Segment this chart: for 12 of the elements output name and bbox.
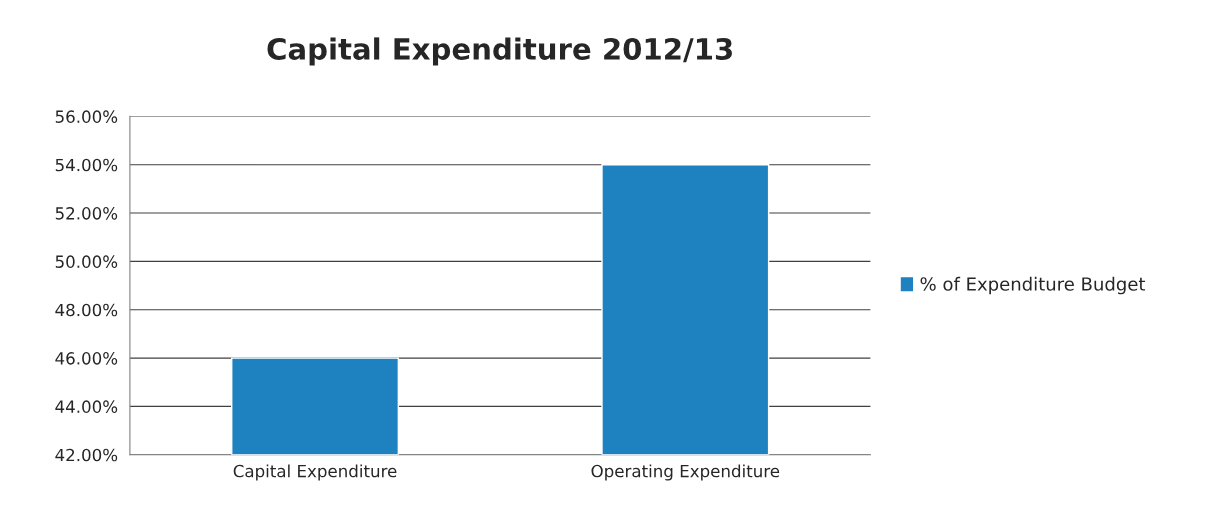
- y-tick-label: 52.00%: [55, 207, 118, 220]
- y-tick-label: 46.00%: [55, 352, 118, 365]
- y-tick-label: 48.00%: [55, 303, 118, 317]
- y-tick-label: 50.00%: [55, 255, 118, 268]
- y-tick-label: 42.00%: [55, 448, 118, 462]
- x-tick-label: Capital Expenditure: [233, 464, 397, 481]
- y-tick-label: 54.00%: [55, 158, 118, 172]
- y-tick-label: 56.00%: [55, 110, 118, 123]
- legend-label: % of Expenditure Budget: [920, 276, 1146, 295]
- x-tick-label: Operating Expenditure: [591, 464, 780, 481]
- y-tick-label: 44.00%: [55, 400, 118, 413]
- chart-title: Capital Expenditure 2012/13: [267, 37, 732, 66]
